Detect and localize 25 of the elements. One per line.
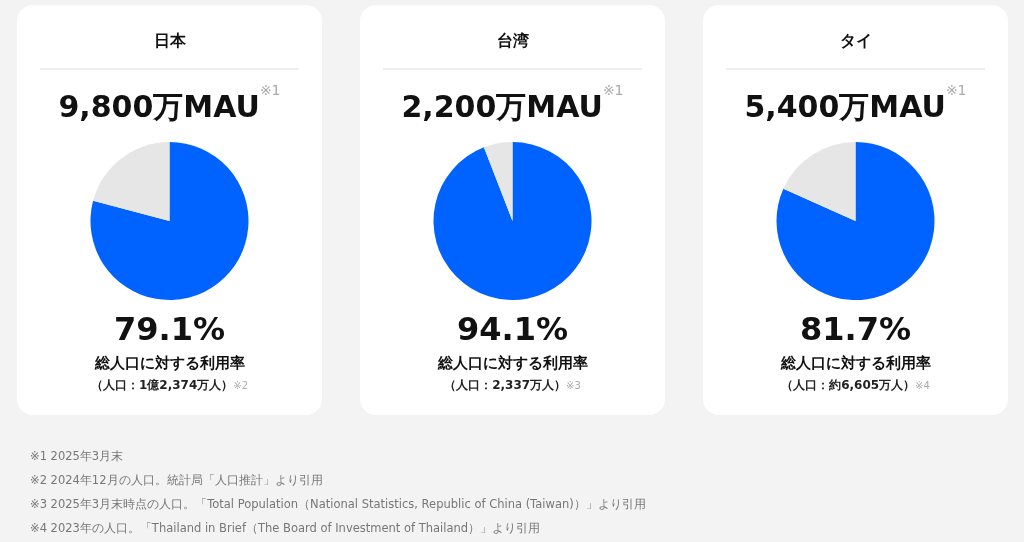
pie-slice — [483, 142, 513, 221]
text: ※1 2025年3月末 — [30, 449, 124, 463]
text: （人口：1億2,374万人）※2 — [90, 378, 249, 392]
text: 総人口に対する利用率 — [436, 354, 588, 372]
chart-title: タイ — [839, 31, 872, 50]
text: 総人口に対する利用率 — [779, 354, 931, 372]
chart-subtitle: 5,400万MAU$^{※1}$ — [744, 81, 967, 124]
pie-slice — [93, 142, 170, 221]
pie-slice — [776, 142, 935, 300]
text: ※3 2025年3月末時点の人口。「Total Population（National Statistics, Republic of China (Taiwan)）」より引用 — [30, 497, 646, 511]
data-label: 79.1% — [113, 310, 226, 348]
data-label: 81.7% — [799, 310, 912, 348]
pie-slice — [783, 142, 856, 221]
text: 総人口に対する利用率 — [93, 354, 245, 372]
text: ※4 2023年の人口。「Thailand in Brief（The Board of Investment of Thailand）」より引用 — [30, 521, 541, 535]
chart-subtitle: 9,800万MAU$^{※1}$ — [58, 81, 281, 124]
pie-slice — [433, 142, 592, 300]
pie-slice — [90, 142, 249, 300]
text: ※2 2024年12月の人口。統計局「人口推計」より引用 — [30, 473, 323, 487]
data-label: 94.1% — [456, 310, 569, 348]
chart-subtitle: 2,200万MAU$^{※1}$ — [401, 81, 624, 124]
chart-title: 日本 — [153, 31, 187, 50]
chart-title: 台湾 — [496, 31, 529, 50]
text: （人口：2,337万人）※3 — [444, 378, 581, 392]
text: （人口：約6,605万人）※4 — [781, 378, 930, 392]
